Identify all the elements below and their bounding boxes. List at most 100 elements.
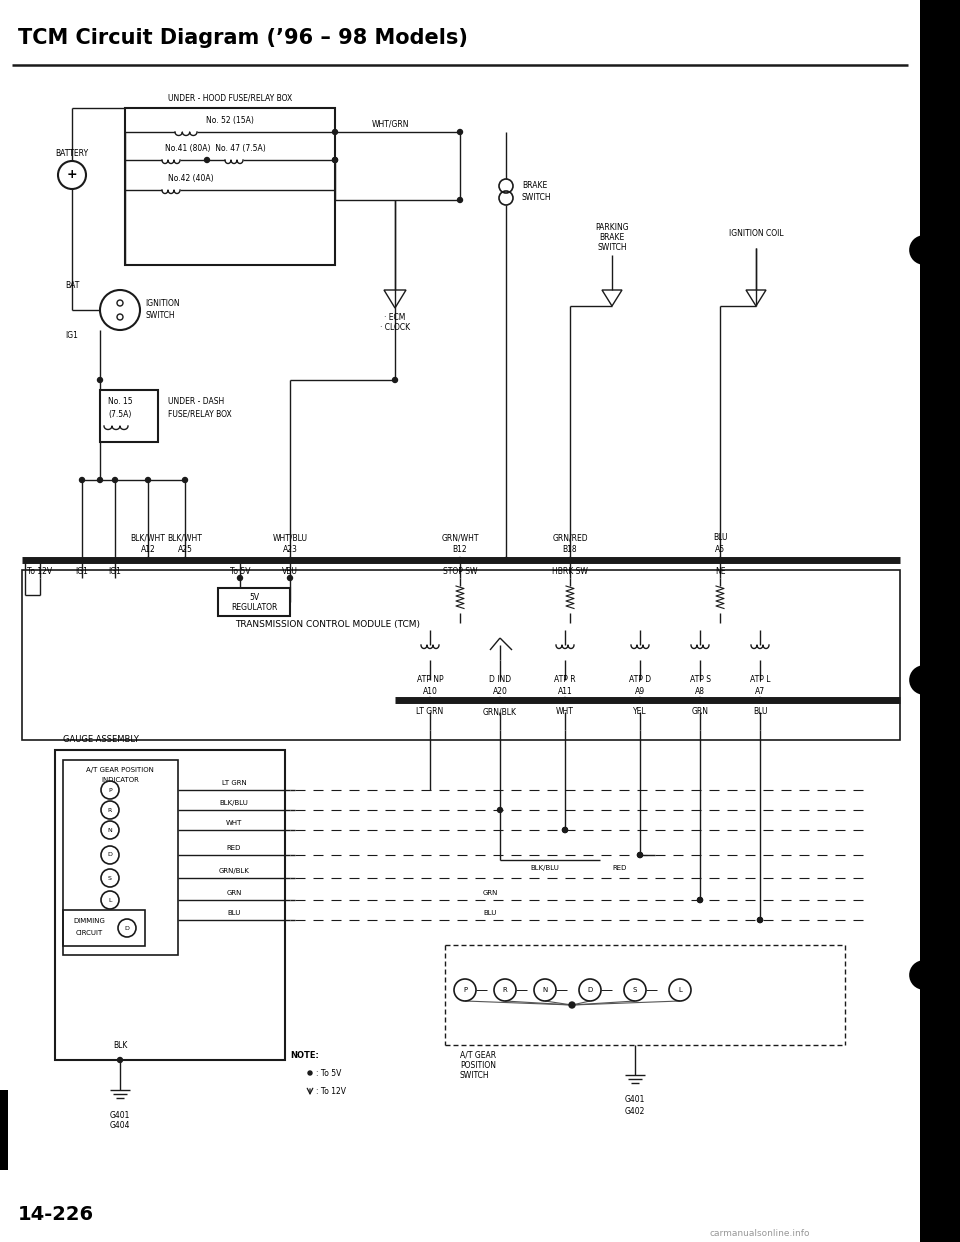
Text: GRN: GRN: [691, 708, 708, 717]
Text: TCM Circuit Diagram (’96 – 98 Models): TCM Circuit Diagram (’96 – 98 Models): [18, 29, 468, 48]
Circle shape: [308, 1071, 312, 1076]
Text: GRN/BLK: GRN/BLK: [483, 708, 517, 717]
Text: SWITCH: SWITCH: [597, 243, 627, 252]
Text: : To 12V: : To 12V: [316, 1087, 346, 1095]
Bar: [125, 108, 335, 265]
Text: : To 5V: : To 5V: [316, 1068, 342, 1078]
Text: IGNITION: IGNITION: [145, 298, 180, 308]
Text: IG1: IG1: [108, 568, 121, 576]
Text: IG1: IG1: [76, 568, 88, 576]
Circle shape: [698, 898, 703, 903]
Text: IGNITION COIL: IGNITION COIL: [729, 229, 783, 237]
Circle shape: [287, 575, 293, 580]
Text: A/T GEAR POSITION: A/T GEAR POSITION: [86, 768, 154, 773]
Text: L: L: [678, 987, 682, 994]
Text: D IND: D IND: [489, 676, 511, 684]
Text: BATTERY: BATTERY: [56, 149, 88, 158]
Circle shape: [80, 477, 84, 482]
Text: POSITION: POSITION: [460, 1061, 496, 1069]
Circle shape: [117, 301, 123, 306]
Text: GRN/RED: GRN/RED: [552, 534, 588, 543]
Circle shape: [717, 558, 723, 563]
Circle shape: [98, 378, 103, 383]
Circle shape: [637, 852, 642, 857]
Circle shape: [497, 807, 502, 812]
Text: BLK/WHT: BLK/WHT: [168, 534, 203, 543]
Text: PARKING: PARKING: [595, 224, 629, 232]
Text: IG1: IG1: [65, 332, 79, 340]
Text: LT GRN: LT GRN: [417, 708, 444, 717]
Text: D: D: [125, 925, 130, 930]
Circle shape: [569, 1002, 575, 1009]
Circle shape: [567, 558, 572, 563]
Text: GRN: GRN: [227, 891, 242, 895]
Text: R: R: [108, 807, 112, 812]
Text: SWITCH: SWITCH: [522, 193, 552, 201]
Text: BAT: BAT: [65, 281, 79, 289]
Text: CIRCUIT: CIRCUIT: [76, 930, 103, 936]
Text: DIMMING: DIMMING: [73, 918, 105, 924]
Circle shape: [98, 477, 103, 482]
Text: G401: G401: [625, 1095, 645, 1104]
Circle shape: [563, 698, 567, 703]
Text: D: D: [588, 987, 592, 994]
Text: BLU: BLU: [712, 534, 728, 543]
Circle shape: [182, 477, 187, 482]
Text: WHT/BLU: WHT/BLU: [273, 534, 307, 543]
Text: (7.5A): (7.5A): [108, 410, 132, 419]
Text: A23: A23: [282, 545, 298, 554]
Bar: [55, 750, 285, 1059]
Text: ATP L: ATP L: [750, 676, 770, 684]
Circle shape: [698, 698, 703, 703]
Text: 5V: 5V: [249, 592, 259, 601]
Circle shape: [237, 575, 243, 580]
Circle shape: [146, 477, 151, 482]
Text: A10: A10: [422, 687, 438, 696]
Text: ATP NP: ATP NP: [417, 676, 444, 684]
Text: YEL: YEL: [634, 708, 647, 717]
Circle shape: [458, 558, 463, 563]
Text: BRAKE: BRAKE: [599, 233, 625, 242]
Circle shape: [910, 961, 938, 989]
Circle shape: [332, 129, 338, 134]
Text: A7: A7: [755, 687, 765, 696]
Bar: [920, 0, 960, 1242]
Circle shape: [563, 827, 567, 832]
Circle shape: [637, 852, 642, 857]
Text: GRN/BLK: GRN/BLK: [219, 868, 250, 874]
Text: GAUGE ASSEMBLY: GAUGE ASSEMBLY: [63, 735, 139, 744]
Text: SWITCH: SWITCH: [145, 310, 175, 319]
Circle shape: [332, 158, 338, 163]
Text: SWITCH: SWITCH: [460, 1071, 490, 1079]
Text: WHT: WHT: [556, 708, 574, 717]
Bar: [0, 1090, 8, 1170]
Circle shape: [910, 236, 938, 265]
Bar: [100, 390, 158, 442]
Circle shape: [332, 158, 338, 163]
Circle shape: [427, 698, 433, 703]
Text: L: L: [108, 898, 111, 903]
Text: A20: A20: [492, 687, 508, 696]
Circle shape: [182, 558, 187, 563]
Text: No. 52 (15A): No. 52 (15A): [206, 116, 254, 124]
Text: WHT/GRN: WHT/GRN: [372, 119, 409, 128]
Circle shape: [287, 558, 293, 563]
Text: A8: A8: [695, 687, 705, 696]
Text: ATP S: ATP S: [689, 676, 710, 684]
Circle shape: [563, 827, 567, 832]
Text: BRAKE: BRAKE: [522, 181, 547, 190]
Text: A11: A11: [558, 687, 572, 696]
Circle shape: [117, 1057, 123, 1062]
Text: RED: RED: [227, 845, 241, 851]
Circle shape: [910, 666, 938, 694]
Text: HBRK SW: HBRK SW: [552, 568, 588, 576]
Text: carmanualsonline.info: carmanualsonline.info: [709, 1230, 810, 1238]
Text: No.41 (80A)  No. 47 (7.5A): No.41 (80A) No. 47 (7.5A): [164, 144, 265, 153]
Text: A12: A12: [140, 545, 156, 554]
Text: B18: B18: [563, 545, 577, 554]
Circle shape: [458, 197, 463, 202]
Text: UNDER - HOOD FUSE/RELAY BOX: UNDER - HOOD FUSE/RELAY BOX: [168, 93, 292, 103]
Text: GRN/WHT: GRN/WHT: [442, 534, 479, 543]
Circle shape: [112, 477, 117, 482]
Circle shape: [204, 158, 209, 163]
